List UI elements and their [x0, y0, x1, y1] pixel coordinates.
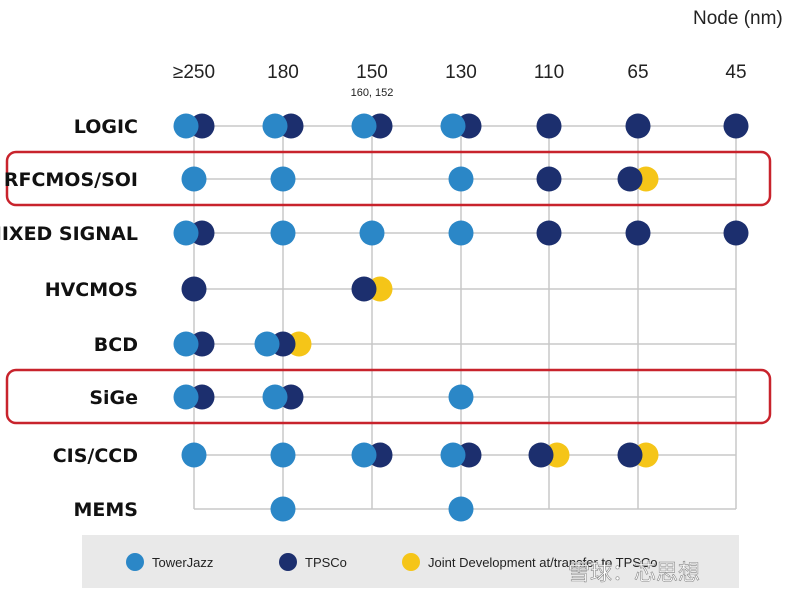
node-header-sublabel: 160, 152	[351, 87, 394, 99]
towerjazz-dot	[173, 384, 199, 410]
tpsco-dot	[617, 166, 643, 192]
tpsco-dot	[181, 276, 207, 302]
towerjazz-dot	[173, 331, 199, 357]
row-label: SiGe	[89, 387, 138, 409]
towerjazz-dot	[448, 220, 474, 246]
legend: TowerJazz TPSCo Joint Development at/trans…	[82, 535, 739, 588]
legend-towerjazz-swatch	[126, 553, 144, 571]
node-header-label: 45	[725, 62, 746, 83]
towerjazz-dot	[181, 442, 207, 468]
node-headers: ≥250 180 150 160, 152 130 110 65 45	[173, 62, 747, 99]
node-header-label: 65	[627, 62, 648, 83]
towerjazz-dot	[351, 442, 377, 468]
legend-label: TPSCo	[305, 555, 347, 570]
node-header-label: ≥250	[173, 62, 215, 83]
row-highlight-box	[5, 150, 772, 207]
node-header-label: 130	[445, 62, 477, 83]
tpsco-dot	[536, 220, 562, 246]
towerjazz-dot	[254, 331, 280, 357]
towerjazz-dot	[440, 113, 466, 139]
towerjazz-dot	[448, 166, 474, 192]
towerjazz-dot	[448, 496, 474, 522]
towerjazz-dot	[359, 220, 385, 246]
row-label: LOGIC	[74, 116, 138, 138]
node-header-label: 150	[356, 62, 388, 83]
row-label: MIXED SIGNAL	[0, 223, 138, 245]
tpsco-dot	[536, 166, 562, 192]
row-label: CIS/CCD	[53, 445, 138, 467]
towerjazz-dot	[270, 496, 296, 522]
row-highlight-box	[5, 368, 772, 425]
highlight-boxes	[5, 150, 772, 425]
towerjazz-dot	[181, 166, 207, 192]
towerjazz-dot	[270, 220, 296, 246]
node-axis-title: Node (nm)	[693, 8, 783, 29]
towerjazz-dot	[262, 113, 288, 139]
towerjazz-dot	[440, 442, 466, 468]
tpsco-dot	[528, 442, 554, 468]
tpsco-dot	[723, 113, 749, 139]
process-dots	[173, 113, 749, 522]
row-labels: LOGIC RFCMOS/SOI MIXED SIGNAL HVCMOS BCD SiGe…	[0, 116, 138, 521]
tpsco-dot	[617, 442, 643, 468]
towerjazz-dot	[448, 384, 474, 410]
tpsco-dot	[536, 113, 562, 139]
tpsco-dot	[723, 220, 749, 246]
node-header-label: 180	[267, 62, 299, 83]
towerjazz-dot	[270, 166, 296, 192]
row-label: BCD	[94, 334, 138, 356]
towerjazz-dot	[351, 113, 377, 139]
towerjazz-dot	[173, 113, 199, 139]
legend-joint-swatch	[402, 553, 420, 571]
row-label: HVCMOS	[45, 279, 138, 301]
legend-label: TowerJazz	[152, 555, 213, 570]
watermark-text: 雪球：芯思想	[568, 560, 700, 585]
towerjazz-dot	[270, 442, 296, 468]
towerjazz-dot	[262, 384, 288, 410]
legend-label: Joint Development at/transfer to TPSCo	[428, 555, 658, 570]
tpsco-dot	[351, 276, 377, 302]
tpsco-dot	[625, 113, 651, 139]
towerjazz-dot	[173, 220, 199, 246]
legend-tpsco-swatch	[279, 553, 297, 571]
row-label: RFCMOS/SOI	[4, 169, 138, 191]
node-header-label: 110	[534, 62, 564, 83]
tpsco-dot	[625, 220, 651, 246]
row-label: MEMS	[74, 499, 138, 521]
